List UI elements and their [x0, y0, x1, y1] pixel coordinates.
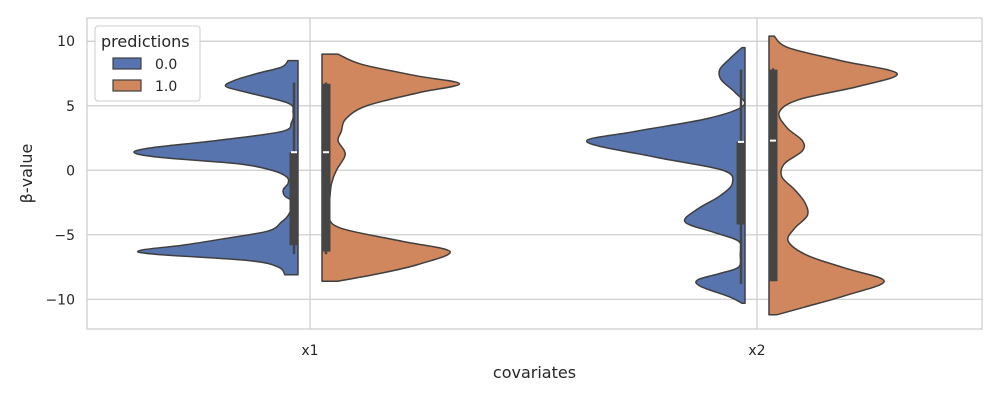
y-tick-label-2: 0 — [66, 163, 75, 179]
violin-0.0-x1 — [133, 59, 299, 276]
legend-swatch-0 — [112, 57, 142, 70]
y-axis-label: β-value — [17, 144, 36, 204]
tick-labels: −10 −5 0 5 10 x1 x2 — [45, 34, 765, 359]
x-tick-label-1: x2 — [748, 343, 765, 359]
y-tick-label-3: 5 — [66, 99, 75, 115]
violins — [133, 35, 898, 316]
violin-1.0-x2 — [768, 35, 898, 316]
x-axis-label: covariates — [493, 363, 576, 382]
iqr-box-0.0-x2 — [736, 141, 746, 225]
iqr-box-0.0-x1 — [289, 152, 299, 246]
violin-1.0-x1 — [321, 53, 461, 282]
x-tick-label-0: x1 — [301, 343, 318, 359]
legend: predictions 0.0 1.0 — [94, 25, 201, 102]
iqr-box-1.0-x2 — [768, 69, 778, 282]
y-tick-label-0: −10 — [45, 292, 75, 308]
y-tick-label-1: −5 — [54, 228, 75, 244]
y-tick-label-4: 10 — [57, 34, 75, 50]
iqr-box-1.0-x1 — [321, 83, 331, 252]
legend-label-0: 0.0 — [155, 57, 177, 73]
legend-label-1: 1.0 — [155, 79, 177, 95]
legend-swatch-1 — [112, 79, 142, 92]
plot-frame — [86, 17, 983, 330]
legend-title: predictions — [101, 32, 190, 51]
violin-0.0-x2 — [586, 46, 746, 304]
